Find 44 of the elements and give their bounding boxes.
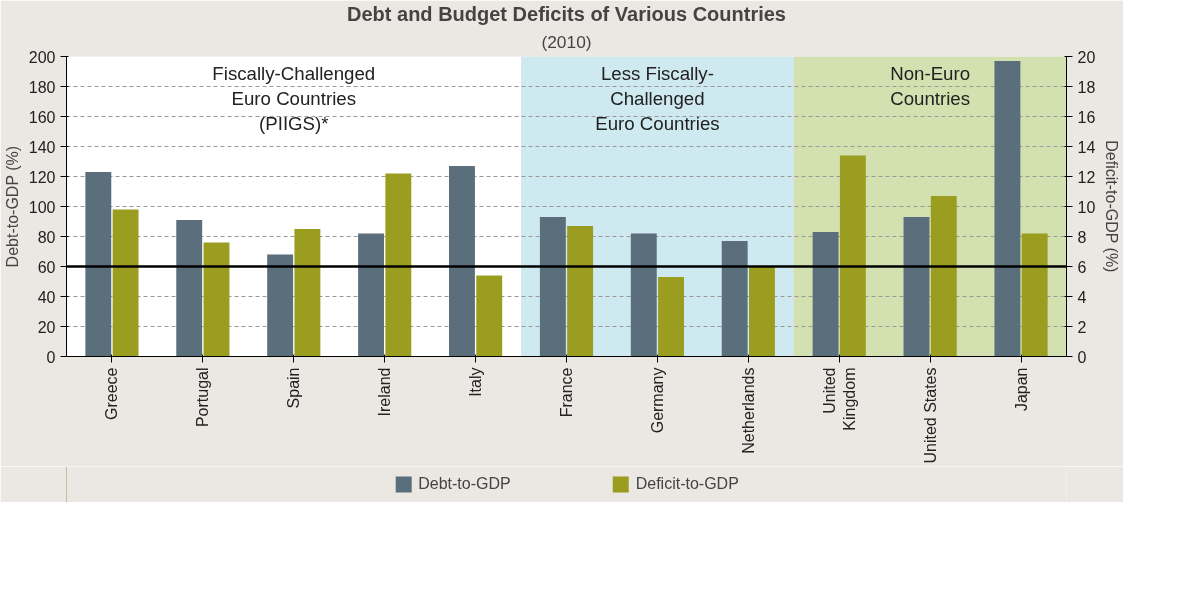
y-tick-label: 100 xyxy=(28,198,56,216)
y-tick-label: 20 xyxy=(37,318,56,336)
x-tick-label: United Kingdom xyxy=(820,367,858,431)
legend-label: Deficit-to-GDP xyxy=(635,475,739,493)
x-tick-label: Ireland xyxy=(376,367,394,417)
x-tick-label: Spain xyxy=(285,367,303,409)
y-tick-label: 80 xyxy=(37,228,56,246)
y-tick-label: 120 xyxy=(28,168,56,186)
x-tick-label: Greece xyxy=(103,367,121,420)
y2-tick-label: 12 xyxy=(1077,168,1096,186)
y2-tick-label: 16 xyxy=(1077,108,1096,126)
y-tick-label: 160 xyxy=(28,108,56,126)
x-tick-label: United States xyxy=(921,367,939,464)
band-label: Less Fiscally- Challenged Euro Countries xyxy=(595,62,720,134)
y2-tick-label: 20 xyxy=(1077,48,1096,66)
band-label: Non-Euro Countries xyxy=(890,62,971,109)
y-axis-title: Debt-to-GDP (%) xyxy=(3,145,21,268)
x-tick-label: Italy xyxy=(467,367,485,397)
x-tick-label: Netherlands xyxy=(739,367,757,454)
y2-axis-title: Deficit-to-GDP (%) xyxy=(1103,140,1121,273)
y-tick-label: 0 xyxy=(46,348,56,366)
y2-tick-label: 10 xyxy=(1077,198,1096,216)
y2-tick-label: 6 xyxy=(1077,258,1087,276)
chart-subtitle: (2010) xyxy=(541,31,592,52)
y2-tick-label: 2 xyxy=(1077,318,1087,336)
y-tick-label: 180 xyxy=(28,78,56,96)
y2-tick-label: 14 xyxy=(1077,138,1096,156)
y-tick-label: 40 xyxy=(37,288,56,306)
y-tick-label: 200 xyxy=(28,48,56,66)
bar xyxy=(449,166,475,357)
x-tick-label: Germany xyxy=(648,367,666,434)
y2-tick-label: 8 xyxy=(1077,228,1087,246)
y2-tick-label: 18 xyxy=(1077,78,1096,96)
x-tick-label: Portugal xyxy=(194,367,212,428)
y2-tick-label: 4 xyxy=(1077,288,1087,306)
chart-title: Debt and Budget Deficits of Various Countries xyxy=(347,2,786,25)
bar xyxy=(994,61,1021,357)
x-tick-label: Japan xyxy=(1012,367,1030,412)
y-tick-label: 140 xyxy=(28,138,56,156)
y-tick-label: 60 xyxy=(37,258,56,276)
x-tick-label: France xyxy=(558,367,575,418)
band-label: Fiscally-Challenged Euro Countries (PIIGS)* xyxy=(212,62,376,134)
legend-label: Debt-to-GDP xyxy=(418,475,511,493)
y2-tick-label: 0 xyxy=(1077,348,1087,366)
